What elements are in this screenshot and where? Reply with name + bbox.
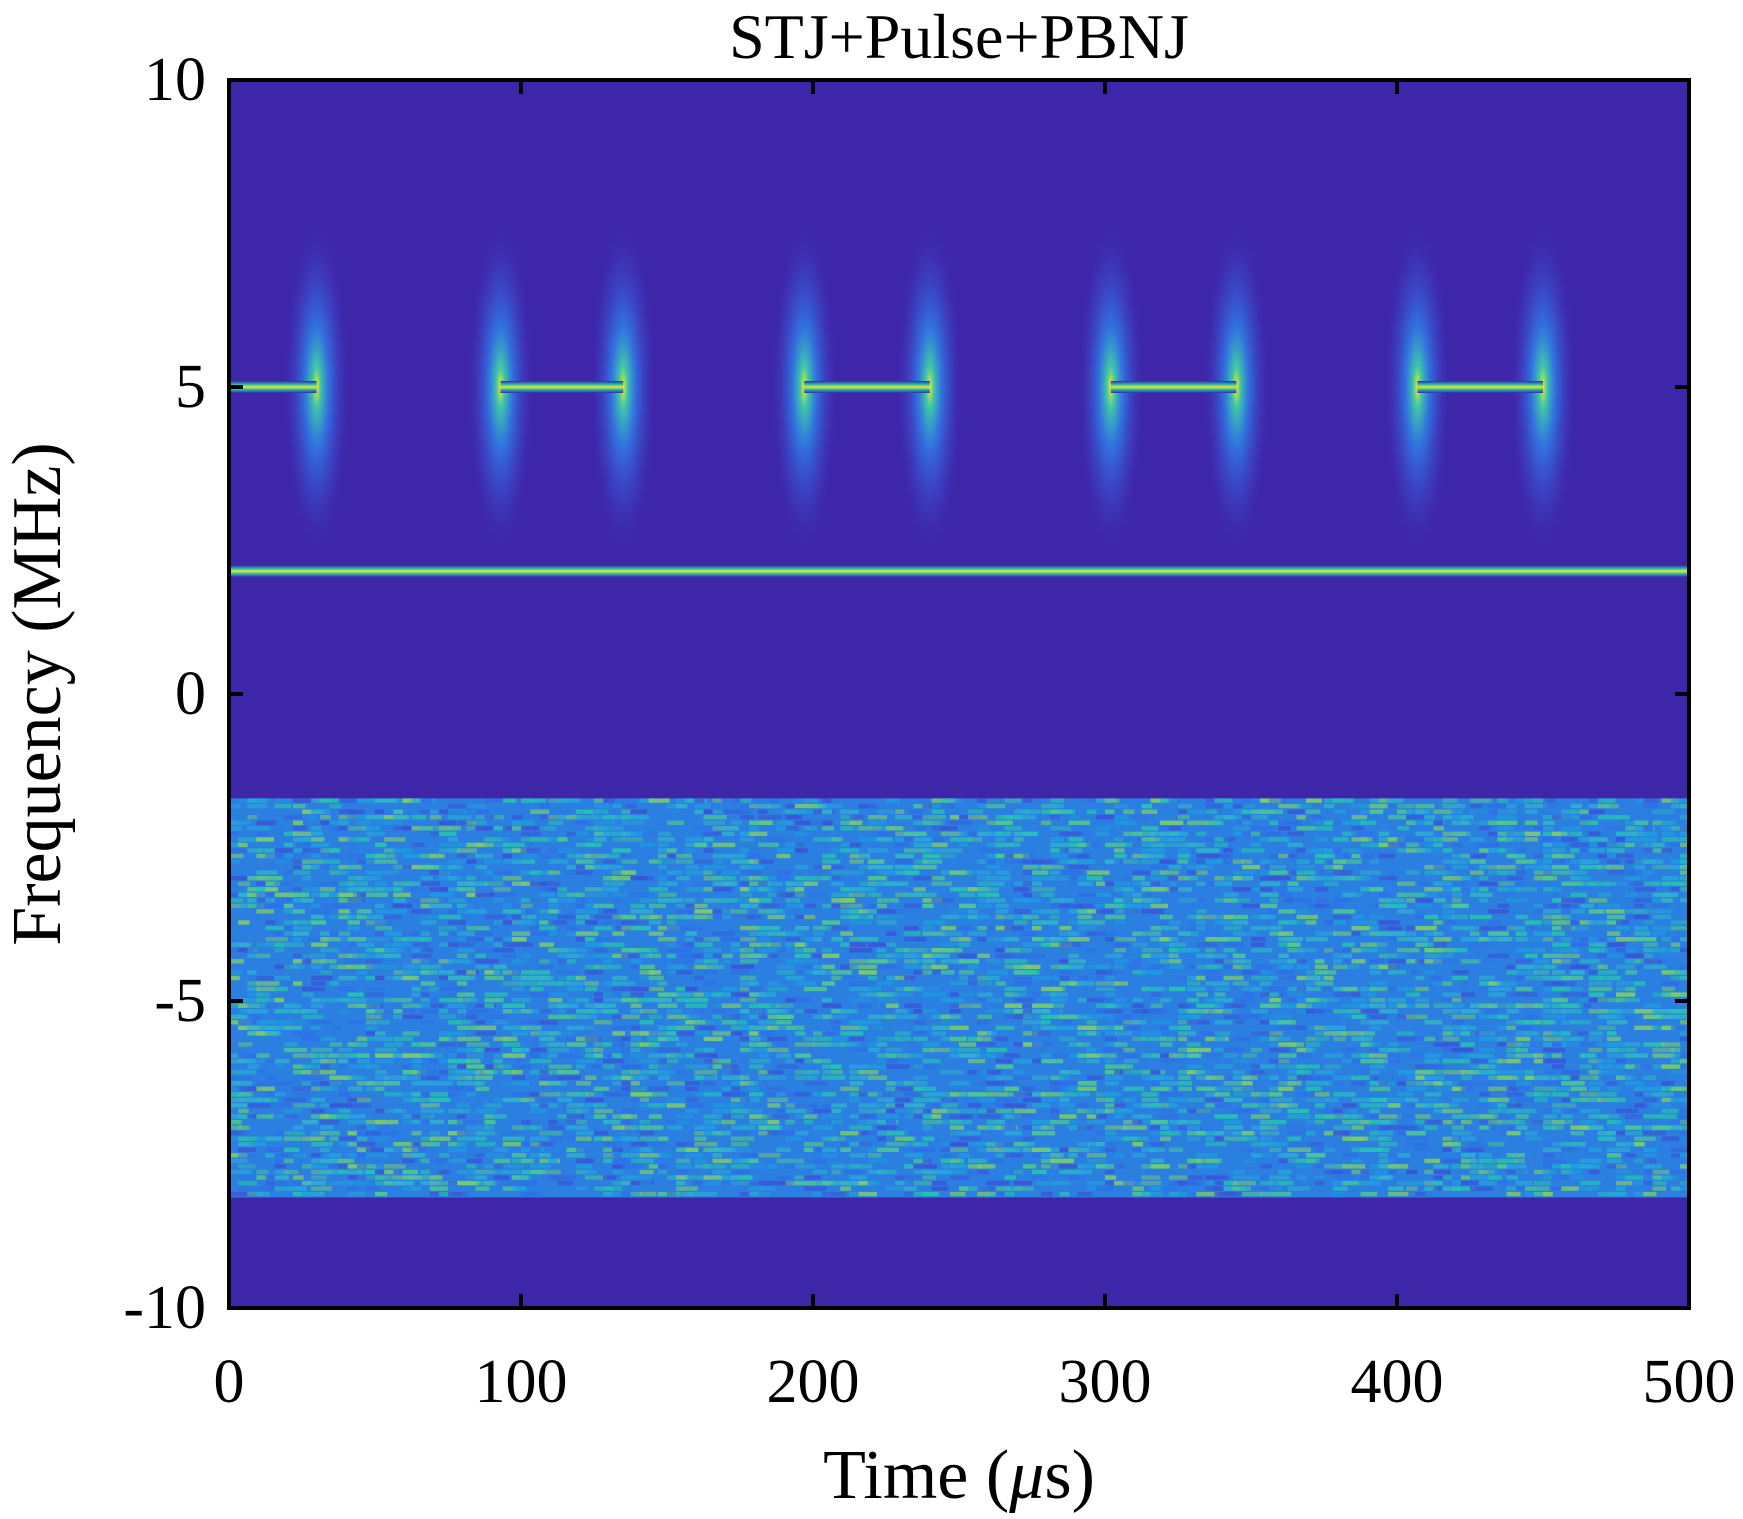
single-tone-line [229, 565, 1689, 578]
pulse-segment [1417, 381, 1543, 393]
y-axis-label: Frequency (MHz) [0, 442, 76, 945]
pulse-edge-spike [1202, 215, 1271, 559]
pulse-segment [1110, 381, 1237, 393]
x-tick-label: 200 [767, 1348, 860, 1416]
y-tick-label: -10 [123, 1274, 206, 1342]
y-axis-ticks: 10 5 0 -5 -10 [123, 46, 1689, 1342]
y-tick-label: 10 [144, 46, 206, 114]
x-axis-label-prefix: Time ( [823, 1437, 1009, 1514]
x-axis-ticks: 0 100 200 300 400 500 [214, 80, 1736, 1416]
y-tick-label: -5 [154, 967, 206, 1035]
x-tick-label: 400 [1351, 1348, 1444, 1416]
x-axis-label-suffix: s) [1044, 1437, 1095, 1514]
pulse-segment [804, 381, 930, 393]
x-axis-label-unit-symbol: μ [1008, 1437, 1044, 1514]
x-axis-label: Time (μs) [823, 1437, 1095, 1514]
x-tick-label: 300 [1059, 1348, 1152, 1416]
y-tick-label: 0 [175, 660, 206, 728]
heatmap-layer [229, 215, 1689, 1198]
y-tick-label: 5 [175, 353, 206, 421]
x-tick-label: 100 [475, 1348, 568, 1416]
x-tick-label: 500 [1643, 1348, 1736, 1416]
pulse-segment [229, 381, 317, 393]
noise-band [229, 798, 1689, 1198]
pulse-segment [500, 381, 624, 393]
x-tick-label: 0 [214, 1348, 245, 1416]
chart-title: STJ+Pulse+PBNJ [729, 1, 1189, 72]
